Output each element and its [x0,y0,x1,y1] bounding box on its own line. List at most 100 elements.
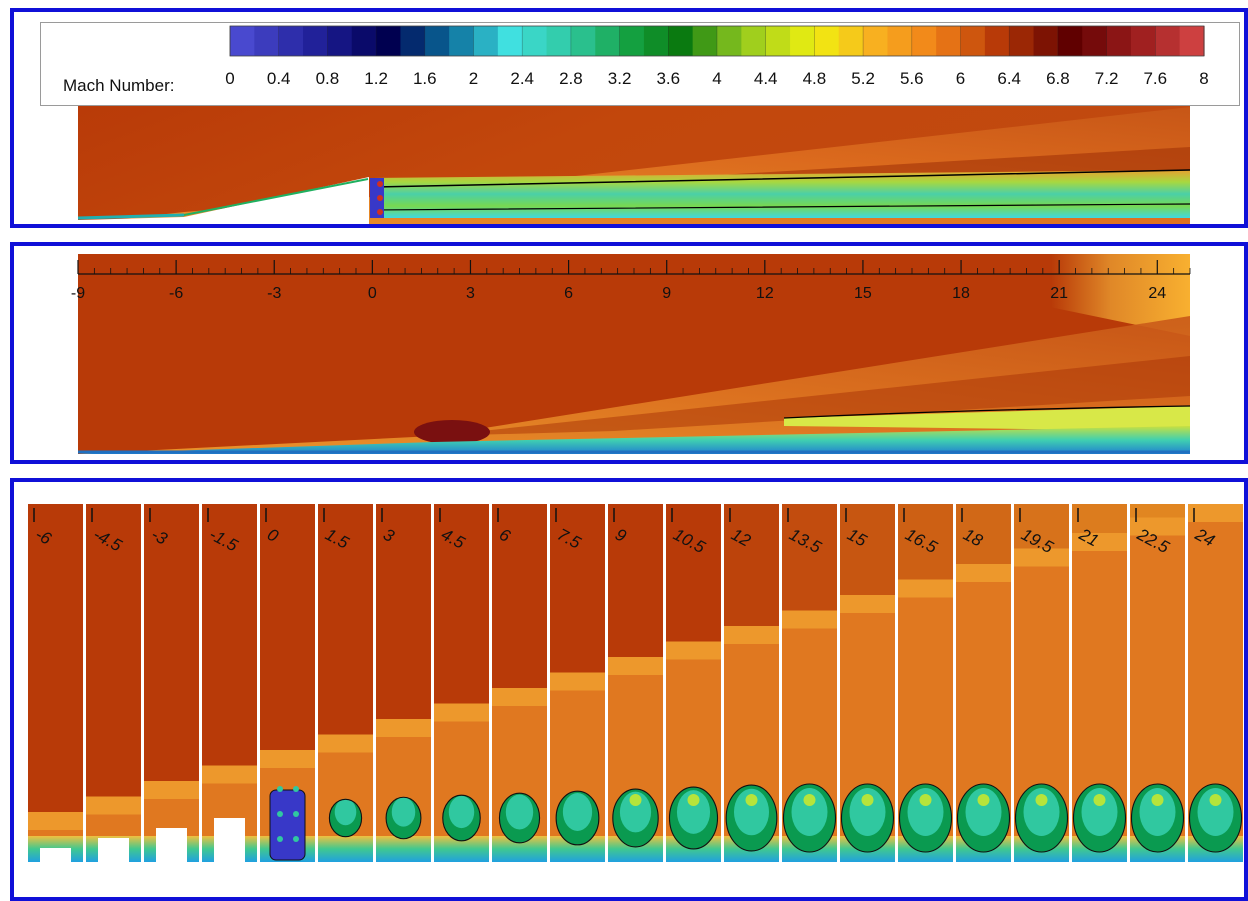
axis-tick-label: 6 [564,285,573,302]
slice: 13.5 [782,504,837,862]
colorbar-tick-label: 1.6 [413,69,437,88]
colorbar-tick-label: 2 [469,69,478,88]
colorbar-cell [814,26,840,56]
slice: 12 [724,504,779,862]
slice: -3 [144,504,199,862]
colorbar-cell [595,26,621,56]
colorbar-tick-label: 4 [712,69,721,88]
side-view-panel: -9 -6 -3 0 3 6 9 12 15 18 21 24 [10,242,1248,464]
colorbar-cell [1106,26,1132,56]
colorbar-cell [546,26,572,56]
colorbar-cell [1057,26,1083,56]
colorbar-cell [424,26,450,56]
colorbar-cell [254,26,280,56]
colorbar-cell [497,26,523,56]
colorbar-cell [449,26,475,56]
top-view-panel: Mach Number: 0 0.4 0.8 1.2 1.6 2 2.4 2.8 3.2 3.6 4… [10,8,1248,228]
colorbar-cell [1009,26,1035,56]
colorbar-cell [863,26,889,56]
colorbar-tick-label: 5.6 [900,69,924,88]
colorbar-cell [643,26,669,56]
slice: 0 [260,504,315,862]
colorbar-cell [570,26,596,56]
colorbar-cell [887,26,913,56]
slice: 3 [376,504,431,862]
slice: 22.5 [1130,504,1185,862]
slice: 7.5 [550,504,605,862]
legend-title: Mach Number: [63,76,175,95]
colorbar-cell [1082,26,1108,56]
slice: 15 [840,504,895,862]
colorbar-cell [230,26,255,56]
slice: -4.5 [86,504,141,862]
axis-tick-label: 3 [466,285,475,302]
axis-tick-label: 18 [952,285,970,302]
colorbar-cell [911,26,937,56]
colorbar-cell [838,26,864,56]
axis-tick-label: 12 [756,285,774,302]
colorbar-cell [936,26,962,56]
slice: 10.5 [666,504,721,862]
slice: -6 [28,504,83,862]
colorbar-tick-label: 0 [225,69,234,88]
axis-tick-label: 24 [1148,285,1166,302]
colorbar-tick-label: 6.8 [1046,69,1070,88]
axis-tick-label: 15 [854,285,872,302]
colorbar-tick-label: 0.8 [316,69,340,88]
colorbar-tick-label: 7.6 [1143,69,1167,88]
colorbar-cell [1130,26,1156,56]
axis-tick-label: -6 [169,285,183,302]
colorbar-tick-label: 6.4 [997,69,1021,88]
slice-group: -6 -4.5 -3 -1.5 0 1.5 3 4.5 6 7.5 9 10.5 12 13.5 15 16.… [28,504,1243,862]
colorbar-cell [522,26,548,56]
slice: 24 [1188,504,1243,862]
axis-tick-label: 0 [368,285,377,302]
slice: 1.5 [318,504,373,862]
colorbar-cell [741,26,767,56]
legend-colorbar: 0 0.4 0.8 1.2 1.6 2 2.4 2.8 3.2 3.6 4 4.4 4.8 5.2 5.6 6… [225,25,1209,88]
slice: -1.5 [202,504,257,862]
axis-tick-label: -3 [267,285,281,302]
colorbar-cell [351,26,377,56]
colorbar-cell [668,26,694,56]
colorbar-cell [376,26,402,56]
slice: 18 [956,504,1011,862]
colorbar-cell [765,26,791,56]
cross-section-contours: -6 -4.5 -3 -1.5 0 1.5 3 4.5 6 7.5 9 10.5 12 13.5 15 16.… [28,504,1243,862]
axis-tick-label: -9 [71,285,85,302]
colorbar-tick-label: 7.2 [1095,69,1119,88]
colorbar-cell [984,26,1010,56]
colorbar-tick-label: 0.4 [267,69,291,88]
colorbar-tick-label: 3.6 [656,69,680,88]
colorbar-tick-label: 2.4 [510,69,534,88]
colorbar-cell [1155,26,1181,56]
colorbar-tick-label: 5.2 [851,69,875,88]
colorbar-cell [1033,26,1059,56]
axis-tick-label: 21 [1050,285,1068,302]
axis-tick-label: 9 [662,285,671,302]
colorbar-cell [1179,26,1205,56]
colorbar-cell [278,26,304,56]
slice: 16.5 [898,504,953,862]
colorbar-cell [619,26,645,56]
slice: 9 [608,504,663,862]
cross-section-panel: -6 -4.5 -3 -1.5 0 1.5 3 4.5 6 7.5 9 10.5 12 13.5 15 16.… [10,478,1248,901]
slice: 6 [492,504,547,862]
colorbar-cell [400,26,426,56]
top-view-contour [77,92,1191,224]
x-axis: -9 -6 -3 0 3 6 9 12 15 18 21 24 [71,260,1191,302]
colorbar-cell [303,26,328,56]
colorbar-cell [327,26,353,56]
colorbar-tick-label: 2.8 [559,69,583,88]
colorbar-cell [960,26,986,56]
colorbar-cell [473,26,499,56]
colorbar-tick-label: 1.2 [364,69,388,88]
slice: 19.5 [1014,504,1069,862]
colorbar-tick-label: 3.2 [608,69,632,88]
colorbar-cell [692,26,718,56]
colorbar-cell [717,26,742,56]
colorbar-tick-label: 4.8 [803,69,827,88]
colorbar-tick-label: 6 [956,69,965,88]
slice: 21 [1072,504,1127,862]
colorbar-tick-label: 4.4 [754,69,778,88]
